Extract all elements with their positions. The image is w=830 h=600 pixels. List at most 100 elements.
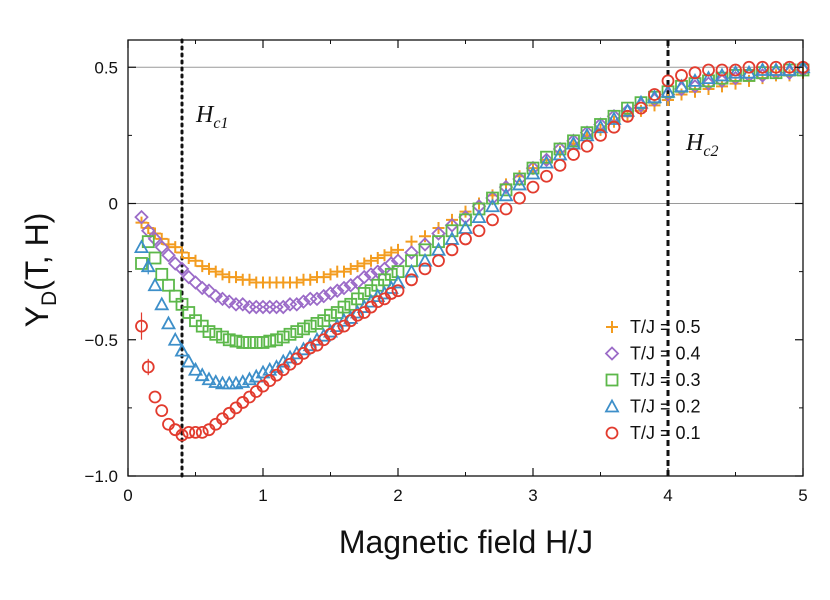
point-square-14 — [229, 334, 243, 348]
point-diamond-34 — [363, 267, 379, 282]
point-square-3 — [155, 267, 169, 281]
series-plus — [135, 66, 809, 289]
point-triangle-53 — [592, 119, 609, 134]
point-square-42 — [445, 224, 459, 238]
point-triangle-11 — [208, 374, 224, 388]
point-diamond-30 — [336, 280, 352, 296]
legend-label-triangle: T/J = 0.2 — [630, 397, 701, 417]
point-circle-3 — [155, 404, 169, 418]
point-plus-27 — [317, 271, 330, 284]
legend-marker-circle — [605, 426, 619, 440]
point-circle-37 — [384, 287, 398, 300]
x-tick-label-2: 2 — [393, 486, 402, 505]
point-circle-55 — [621, 109, 634, 123]
point-plus-25 — [304, 273, 317, 286]
y-axis-label: YD(T, H) — [19, 213, 61, 328]
point-square-20 — [270, 333, 283, 347]
point-triangle-8 — [187, 361, 204, 376]
point-plus-16 — [243, 273, 256, 286]
point-square-7 — [182, 306, 196, 319]
point-square-49 — [540, 150, 553, 164]
legend-marker-plus — [606, 321, 618, 333]
y-tick-label-1: −0.5 — [84, 331, 118, 350]
point-square-25 — [303, 319, 317, 333]
point-diamond-12 — [215, 291, 230, 307]
point-circle-61 — [702, 63, 715, 77]
point-square-10 — [202, 325, 216, 338]
point-triangle-40 — [417, 252, 433, 267]
point-diamond-10 — [201, 283, 217, 298]
legend-marker-triangle — [604, 398, 620, 413]
point-diamond-55 — [620, 103, 635, 119]
point-triangle-49 — [538, 154, 555, 169]
point-square-22 — [283, 327, 297, 341]
point-circle-62 — [715, 63, 729, 77]
point-triangle-42 — [444, 231, 460, 245]
point-diamond-35 — [370, 264, 386, 279]
point-triangle-56 — [633, 94, 649, 109]
data-series — [133, 59, 811, 442]
point-triangle-23 — [289, 345, 305, 360]
point-plus-36 — [378, 249, 391, 262]
point-square-16 — [243, 336, 256, 349]
x-tick-label-1: 1 — [258, 486, 267, 505]
point-triangle-59 — [673, 78, 690, 93]
point-diamond-40 — [417, 237, 433, 252]
point-circle-57 — [648, 88, 661, 101]
point-triangle-45 — [484, 198, 501, 213]
plot-frame — [127, 39, 804, 477]
point-diamond-9 — [194, 280, 210, 296]
point-diamond-7 — [181, 269, 197, 285]
point-circle-6 — [175, 428, 189, 442]
point-circle-32 — [351, 308, 364, 322]
point-triangle-58 — [660, 83, 676, 98]
point-plus-30 — [338, 265, 350, 278]
point-square-41 — [432, 235, 445, 249]
point-plus-34 — [365, 254, 377, 267]
point-circle-9 — [195, 425, 209, 439]
point-square-13 — [222, 333, 236, 347]
point-triangle-47 — [511, 176, 528, 191]
point-triangle-10 — [201, 371, 217, 386]
point-diamond-60 — [687, 79, 703, 94]
legend-marker-diamond — [604, 346, 620, 361]
point-square-12 — [216, 330, 229, 344]
legend-marker-square — [605, 373, 619, 387]
point-square-46 — [499, 183, 513, 197]
point-plus-10 — [203, 262, 215, 275]
point-plus-40 — [419, 230, 431, 243]
point-triangle-65 — [754, 62, 771, 76]
point-square-51 — [567, 134, 580, 148]
point-plus-12 — [216, 268, 229, 281]
y-tick-label-3: 0.5 — [94, 58, 118, 77]
point-square-19 — [263, 334, 277, 348]
point-square-17 — [249, 336, 263, 349]
point-square-23 — [290, 325, 304, 338]
legend-label-diamond: T/J = 0.4 — [630, 344, 701, 364]
point-square-43 — [459, 213, 472, 227]
point-diamond-39 — [404, 245, 419, 260]
point-triangle-43 — [457, 220, 474, 234]
point-diamond-49 — [539, 152, 554, 168]
point-triangle-26 — [309, 331, 325, 346]
point-circle-25 — [303, 341, 317, 355]
gridlines — [128, 66, 803, 204]
point-diamond-3 — [154, 239, 170, 255]
point-circle-49 — [540, 169, 553, 183]
point-circle-65 — [756, 60, 769, 74]
annotations: Hc1 Hc2 — [195, 102, 718, 160]
point-square-37 — [384, 267, 398, 281]
point-circle-35 — [371, 295, 385, 309]
axis-ticks: 0 1 2 3 4 5 −1.0 −0.5 0 0.5 — [84, 40, 808, 505]
point-circle-63 — [729, 63, 742, 77]
point-triangle-67 — [781, 62, 798, 76]
point-circle-58 — [661, 74, 675, 88]
point-circle-38 — [391, 284, 405, 298]
point-triangle-54 — [606, 111, 622, 125]
point-square-24 — [297, 322, 310, 336]
point-circle-48 — [526, 180, 540, 194]
point-plus-6 — [176, 246, 188, 259]
point-triangle-57 — [646, 89, 663, 104]
point-square-6 — [175, 297, 189, 311]
point-triangle-2 — [147, 277, 163, 292]
